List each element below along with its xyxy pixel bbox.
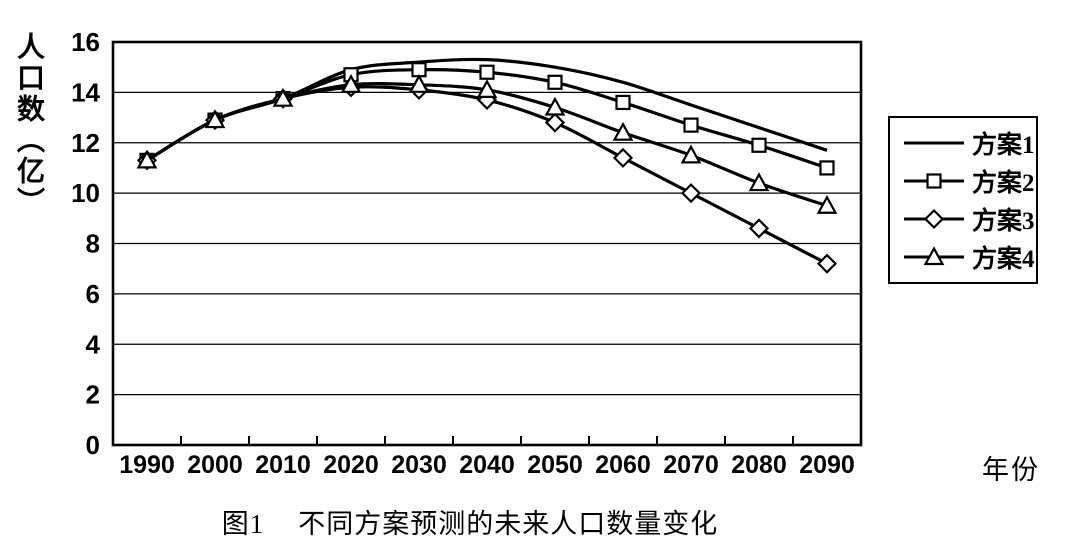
legend-label: 方案4 <box>972 246 1035 273</box>
series-2-square-marker-icon <box>751 137 767 153</box>
y-tick-label: 16 <box>71 27 100 57</box>
legend-triangle-marker-icon <box>923 246 945 266</box>
y-axis-title: 人口数（亿） <box>13 32 44 218</box>
legend-item-1: 方案1 <box>902 126 1036 160</box>
series-2-square-marker-icon <box>479 64 495 80</box>
x-tick-label: 1990 <box>119 451 175 479</box>
legend-diamond-marker-icon <box>923 208 945 230</box>
series-4-triangle-marker-icon <box>340 74 362 93</box>
x-tick-label: 2070 <box>663 451 719 479</box>
chart-legend: 方案1 方案2 方案3 方案4 <box>888 116 1038 284</box>
series-4-triangle-marker-icon <box>136 149 158 169</box>
x-tick-label: 2060 <box>595 451 651 479</box>
series-3-diamond-marker-icon <box>612 147 634 168</box>
series-4-triangle-marker-icon <box>408 74 430 93</box>
y-tick-label: 2 <box>86 380 100 410</box>
series-3-diamond-marker-icon <box>748 218 770 239</box>
legend-label: 方案3 <box>972 208 1035 235</box>
series-4-triangle-marker-icon <box>816 194 838 214</box>
legend-label: 方案1 <box>972 132 1035 159</box>
x-axis-title: 年份 <box>982 455 1040 485</box>
legend-item-2: 方案2 <box>902 164 1036 198</box>
x-tick-label: 2010 <box>255 451 311 479</box>
legend-square-icon <box>904 173 964 189</box>
series-2-square-marker-icon <box>683 117 699 133</box>
x-tick-label: 2000 <box>187 451 243 479</box>
series-2-square-marker-icon <box>819 160 835 176</box>
series-4-triangle-marker-icon <box>748 172 770 192</box>
legend-diamond-icon <box>904 208 964 230</box>
y-tick-label: 12 <box>71 128 100 158</box>
series-4-triangle-marker-icon <box>612 121 634 141</box>
x-tick-label: 2050 <box>527 451 583 479</box>
y-tick-label: 6 <box>86 279 100 309</box>
series-line-3 <box>146 85 828 266</box>
y-tick-label: 4 <box>86 329 101 359</box>
legend-triangle-icon <box>904 246 964 266</box>
series-4-triangle-marker-icon <box>476 79 498 98</box>
series-4-triangle-marker-icon <box>272 87 294 107</box>
legend-item-3: 方案3 <box>902 202 1036 236</box>
x-tick-label: 2080 <box>731 451 787 479</box>
series-4-triangle-marker-icon <box>544 96 566 116</box>
series-3-diamond-marker-icon <box>816 253 838 274</box>
y-tick-label: 8 <box>86 229 100 259</box>
figure-caption: 图1 不同方案预测的未来人口数量变化 <box>0 502 940 541</box>
x-tick-label: 2030 <box>391 451 447 479</box>
legend-line-icon <box>904 141 964 145</box>
series-4-triangle-marker-icon <box>204 109 226 129</box>
plot-border <box>111 40 863 447</box>
series-3-diamond-marker-icon <box>544 112 566 133</box>
legend-square-marker-icon <box>926 173 942 189</box>
y-tick-label: 0 <box>86 430 100 460</box>
legend-item-4: 方案4 <box>902 240 1036 274</box>
series-4-triangle-marker-icon <box>680 144 702 164</box>
x-tick-label: 2040 <box>459 451 515 479</box>
y-tick-label: 10 <box>71 178 100 208</box>
series-2-square-marker-icon <box>615 94 631 111</box>
figure-caption-number: 图1 <box>221 509 265 539</box>
legend-label: 方案2 <box>972 170 1035 197</box>
figure-caption-text: 不同方案预测的未来人口数量变化 <box>298 509 719 539</box>
x-tick-label: 2090 <box>799 451 855 479</box>
x-tick-label: 2020 <box>323 451 379 479</box>
series-3-diamond-marker-icon <box>680 183 702 204</box>
y-tick-label: 14 <box>71 77 100 107</box>
series-2-square-marker-icon <box>547 74 563 90</box>
